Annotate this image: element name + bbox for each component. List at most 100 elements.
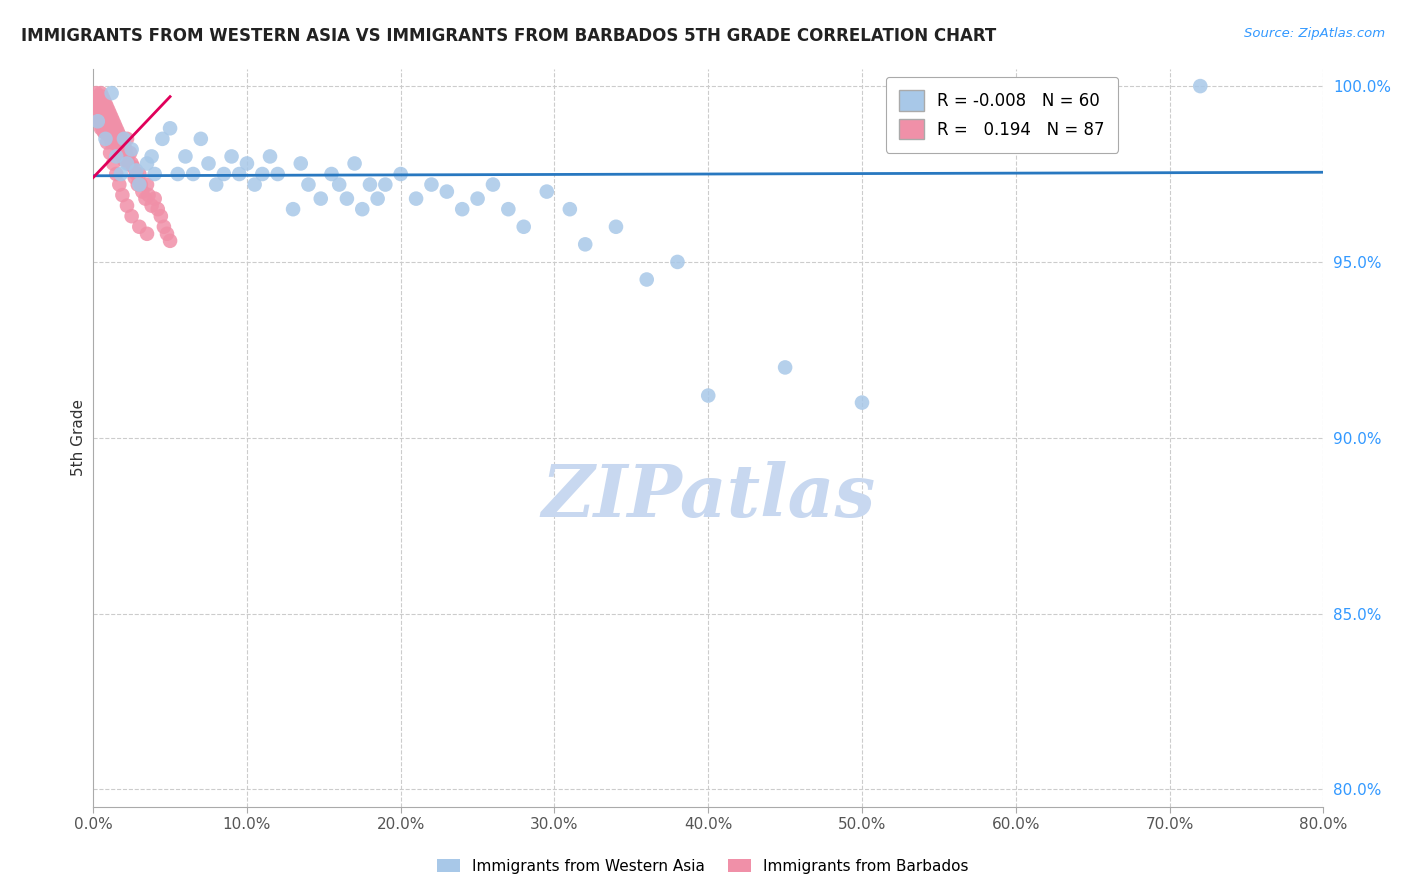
Point (107, 139, 129, 153)
Point (150, 132, 173, 146)
Point (281, 202, 304, 217)
Point (97, 114, 120, 128)
Point (117, 156, 139, 170)
Point (87, 103, 110, 118)
Point (91, 89, 114, 103)
Point (153, 219, 176, 234)
Point (159, 121, 181, 136)
Point (107, 125, 129, 139)
Point (112, 139, 135, 153)
Point (374, 178, 396, 192)
Point (101, 114, 124, 128)
Point (89, 93, 111, 107)
Point (115, 132, 138, 146)
Point (121, 156, 143, 170)
Point (166, 167, 188, 181)
Point (100, 111, 122, 125)
Point (104, 118, 127, 132)
Point (89, 114, 111, 128)
Point (359, 178, 381, 192)
Point (128, 219, 150, 234)
Point (136, 178, 159, 192)
Point (328, 178, 350, 192)
Point (125, 167, 148, 181)
Point (536, 185, 558, 199)
Point (93, 103, 115, 118)
Point (94, 96, 117, 111)
Point (405, 192, 427, 206)
Point (243, 178, 266, 192)
Point (212, 167, 235, 181)
Point (574, 237, 596, 252)
Point (105, 136, 128, 150)
Point (98, 121, 121, 136)
Point (451, 202, 474, 217)
Point (115, 199, 138, 213)
Point (105, 121, 128, 136)
Point (122, 160, 145, 174)
Point (84, 103, 107, 118)
Point (104, 132, 127, 146)
Point (143, 167, 166, 181)
Point (97, 128, 120, 143)
Point (111, 188, 134, 202)
Point (108, 128, 131, 143)
Point (190, 132, 212, 146)
Point (93, 125, 115, 139)
Point (134, 192, 156, 206)
Point (159, 234, 181, 248)
Point (143, 192, 166, 206)
Point (90, 96, 112, 111)
Point (105, 167, 128, 181)
Point (110, 132, 132, 146)
Point (96, 100, 118, 114)
Point (89, 103, 111, 118)
Point (181, 167, 204, 181)
Point (136, 227, 159, 241)
Point (112, 132, 135, 146)
Point (110, 145, 132, 160)
Point (131, 185, 153, 199)
Legend: R = -0.008   N = 60, R =   0.194   N = 87: R = -0.008 N = 60, R = 0.194 N = 87 (886, 77, 1118, 153)
Legend: Immigrants from Western Asia, Immigrants from Barbados: Immigrants from Western Asia, Immigrants… (432, 853, 974, 880)
Point (121, 142, 143, 156)
Point (205, 178, 228, 192)
Point (98, 145, 121, 160)
Point (420, 178, 443, 192)
Point (290, 156, 312, 170)
Point (389, 167, 412, 181)
Point (84, 86, 107, 100)
Y-axis label: 5th Grade: 5th Grade (72, 400, 86, 476)
Point (125, 163, 148, 178)
Point (141, 199, 163, 213)
Point (605, 219, 627, 234)
Text: ZIPatlas: ZIPatlas (541, 461, 876, 533)
Point (93, 93, 115, 107)
Point (367, 192, 389, 206)
Point (91, 121, 114, 136)
Point (228, 167, 250, 181)
Point (112, 153, 135, 167)
Point (93, 125, 115, 139)
Point (124, 170, 146, 185)
Point (96, 125, 118, 139)
Point (87, 114, 110, 128)
Point (252, 167, 274, 181)
Point (90, 114, 112, 128)
Point (321, 167, 343, 181)
Point (115, 149, 138, 163)
Point (100, 121, 122, 136)
Text: Source: ZipAtlas.com: Source: ZipAtlas.com (1244, 27, 1385, 40)
Point (482, 178, 505, 192)
Point (91, 111, 114, 125)
Point (111, 149, 134, 163)
Point (146, 202, 169, 217)
Point (636, 272, 658, 286)
Point (110, 167, 132, 181)
Point (100, 136, 122, 150)
Point (94, 107, 117, 121)
Point (343, 156, 366, 170)
Point (120, 145, 142, 160)
Point (138, 188, 160, 202)
Point (697, 388, 720, 402)
